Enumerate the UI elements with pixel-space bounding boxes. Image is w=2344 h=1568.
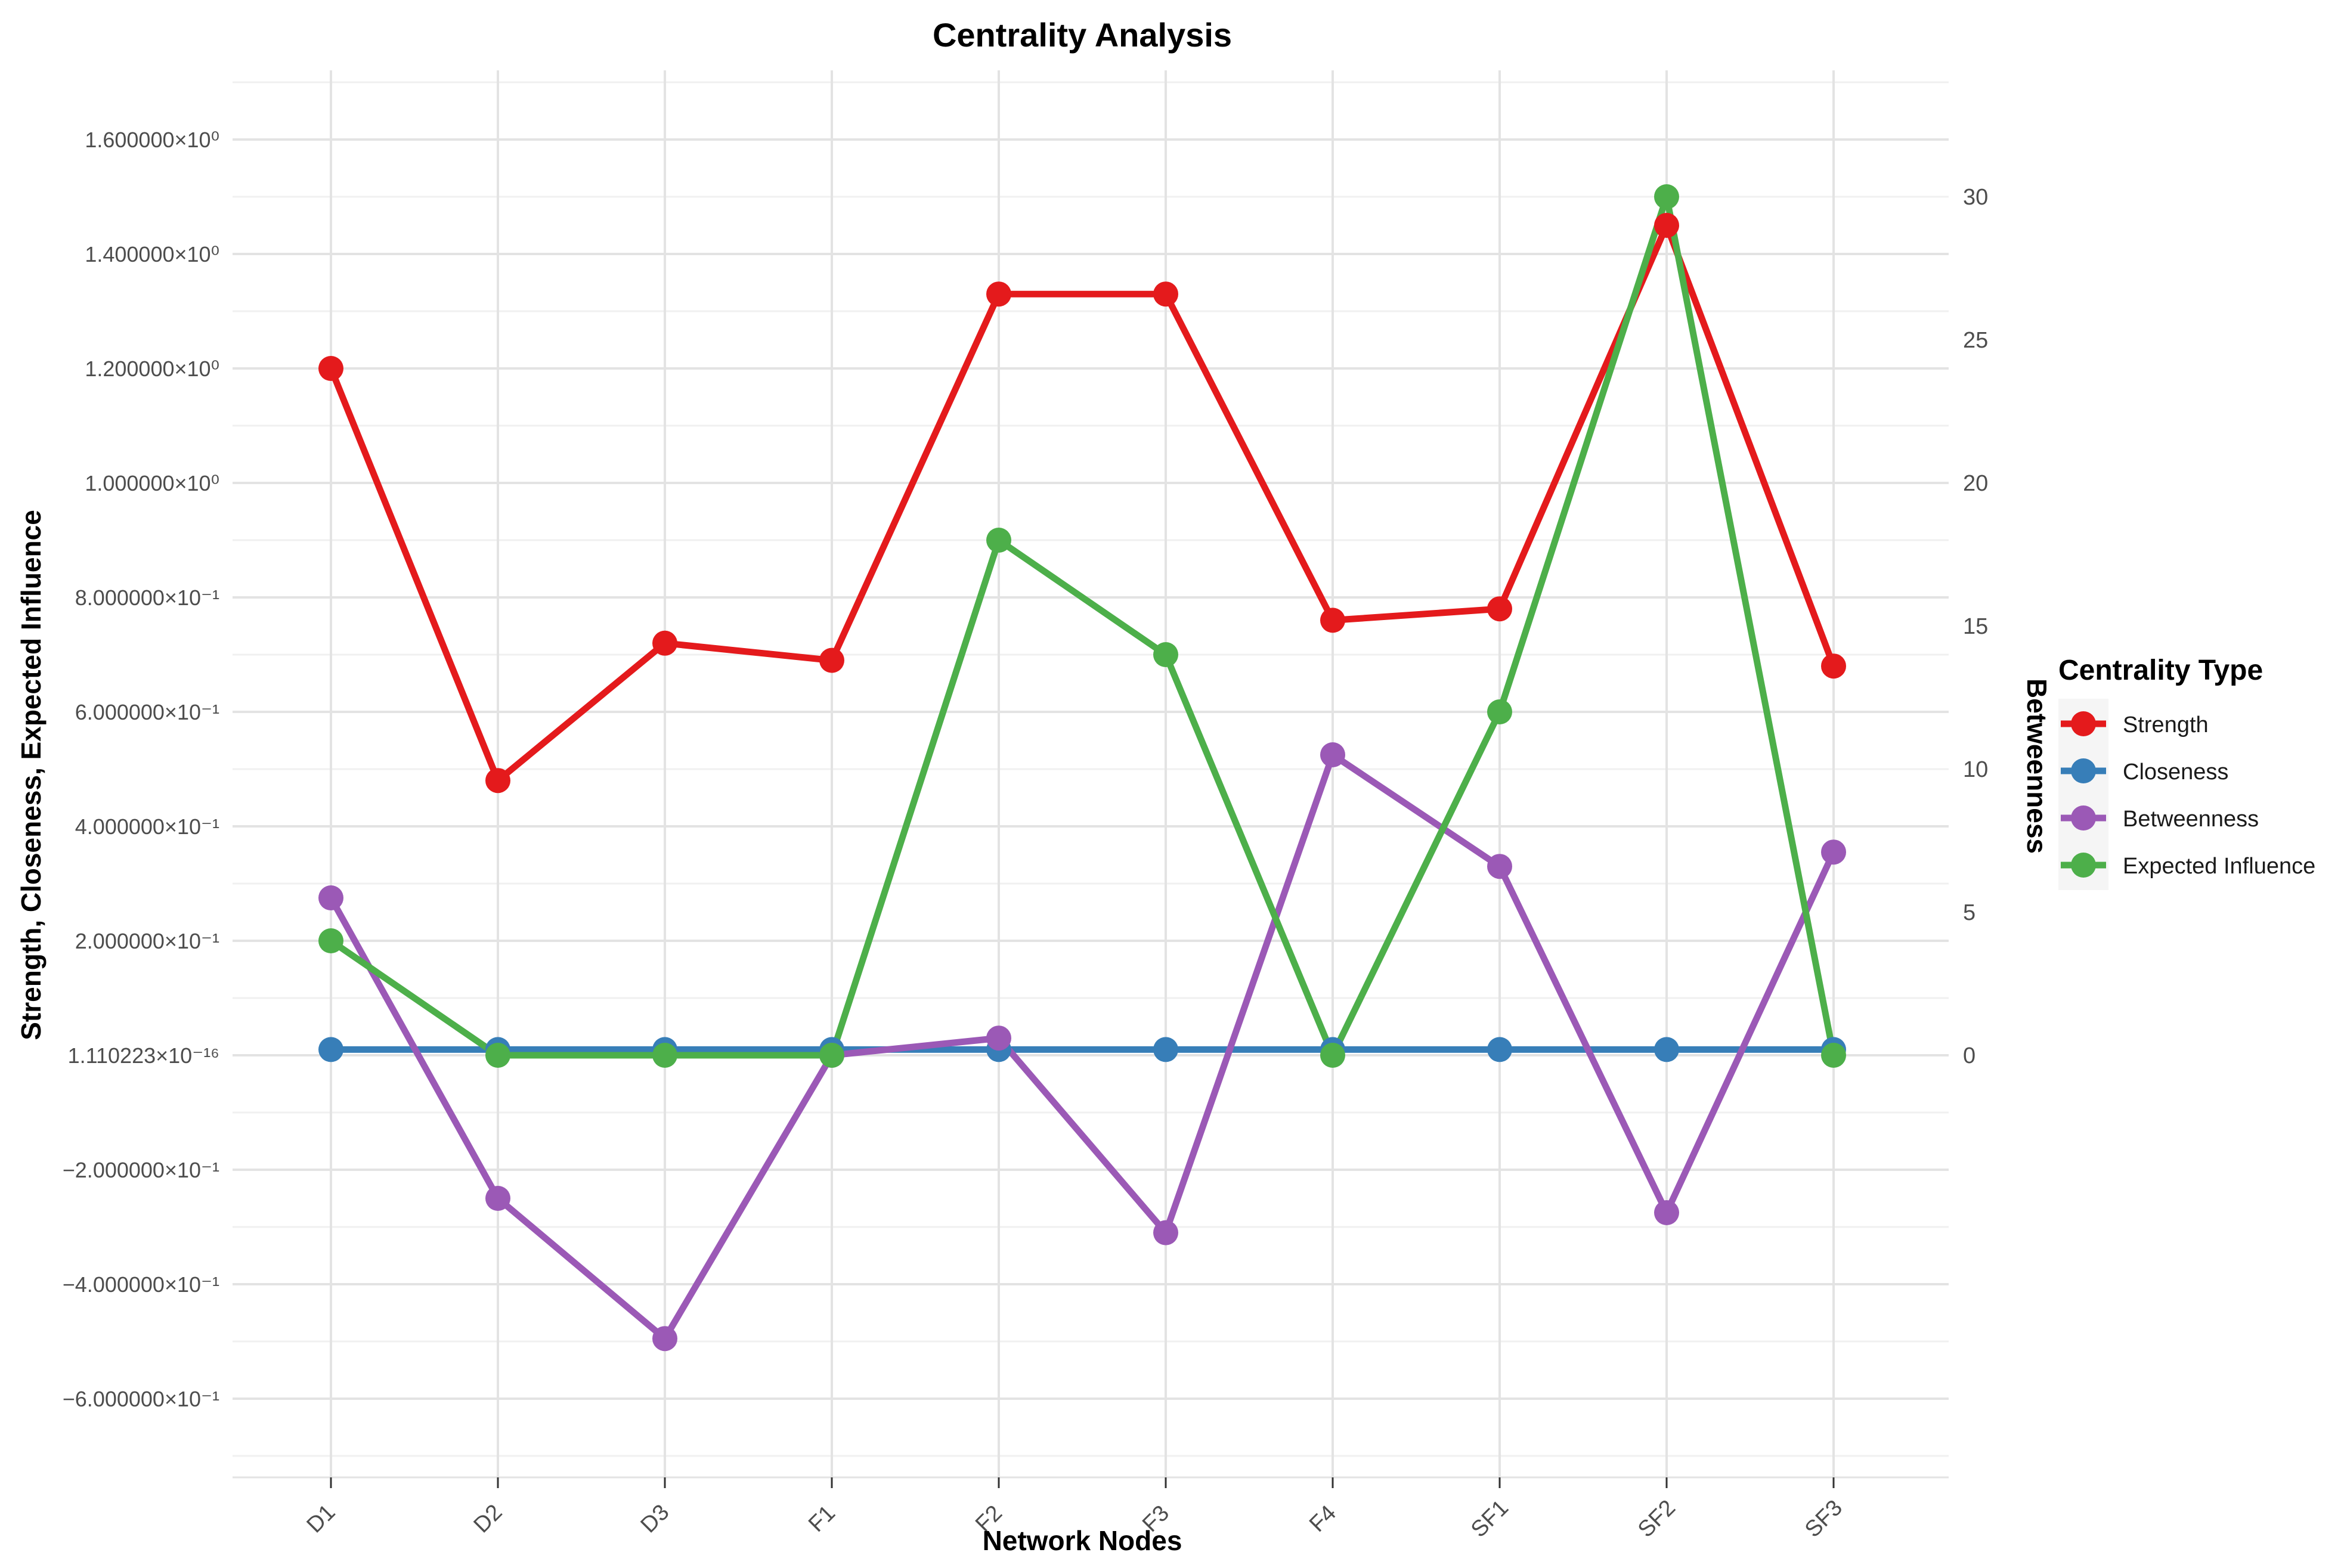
y-axis-right-tick-label: 15	[1963, 614, 1988, 639]
data-point-betweenness-sf1	[1487, 854, 1512, 879]
data-point-strength-f1	[819, 647, 844, 673]
y-axis-right-tick-label: 0	[1963, 1043, 1975, 1068]
data-point-strength-sf1	[1487, 596, 1512, 622]
data-point-betweenness-d3	[652, 1326, 677, 1352]
data-point-expected-influence-f2	[986, 528, 1011, 553]
y-axis-left-tick-label: 8.000000×10⁻¹	[75, 585, 219, 610]
y-axis-right-tick-label: 30	[1963, 185, 1988, 210]
x-axis-title: Network Nodes	[983, 1525, 1182, 1556]
data-point-betweenness-f4	[1320, 742, 1345, 767]
x-axis-tick-label-sf2: SF2	[1633, 1495, 1680, 1542]
legend-key-dot	[2071, 758, 2096, 783]
legend-item-label: Strength	[2123, 712, 2209, 737]
series-lines	[327, 193, 1837, 1342]
data-point-strength-sf2	[1654, 213, 1679, 238]
data-point-closeness-f3	[1153, 1037, 1178, 1062]
data-point-betweenness-f3	[1153, 1220, 1178, 1245]
legend: Strength Closeness Betweenness Expected Inf…	[2058, 699, 2315, 890]
series-points	[318, 184, 1846, 1352]
data-point-expected-influence-f4	[1320, 1043, 1345, 1068]
data-point-expected-influence-d1	[318, 928, 343, 953]
legend-title: Centrality Type	[2058, 655, 2263, 686]
data-point-betweenness-sf3	[1821, 839, 1846, 865]
data-point-strength-f2	[986, 281, 1011, 307]
data-point-betweenness-d1	[318, 885, 343, 910]
y-axis-left-tick-label: 1.600000×10⁰	[85, 128, 219, 152]
y-axis-left-tick-label: 1.400000×10⁰	[85, 242, 219, 267]
y-axis-right-tick-label: 25	[1963, 328, 1988, 353]
legend-item-label: Expected Influence	[2123, 854, 2315, 879]
legend-item-betweenness: Betweenness	[2058, 793, 2259, 843]
data-point-expected-influence-d2	[485, 1043, 510, 1068]
data-point-strength-f4	[1320, 608, 1345, 633]
gridlines	[233, 70, 1949, 1479]
y-axis-left-tick-label: 1.110223×10⁻¹⁶	[68, 1043, 219, 1068]
x-axis-tick-label-d2: D2	[469, 1499, 507, 1538]
data-point-betweenness-d2	[485, 1186, 510, 1211]
y-axis-left-tick-label: −2.000000×10⁻¹	[63, 1158, 219, 1182]
legend-item-expected-influence: Expected Influence	[2058, 840, 2315, 890]
y-axis-left-tick-label: −4.000000×10⁻¹	[63, 1272, 219, 1297]
data-point-expected-influence-f3	[1153, 642, 1178, 667]
y-axis-right-tick-label: 5	[1963, 900, 1975, 925]
data-point-strength-d1	[318, 356, 343, 381]
data-point-closeness-sf1	[1487, 1037, 1512, 1062]
data-point-betweenness-sf2	[1654, 1200, 1679, 1225]
data-point-strength-sf3	[1821, 653, 1846, 679]
chart-title: Centrality Analysis	[933, 16, 1232, 54]
data-point-strength-f3	[1153, 281, 1178, 307]
legend-item-closeness: Closeness	[2058, 746, 2228, 796]
series-line-expected-influence	[327, 193, 1837, 1059]
legend-key-dot	[2071, 853, 2096, 878]
x-axis-tick-label-d3: D3	[636, 1499, 674, 1538]
data-point-expected-influence-sf1	[1487, 699, 1512, 724]
y-axis-left-tick-label: 1.200000×10⁰	[85, 357, 219, 381]
data-point-expected-influence-sf3	[1821, 1043, 1846, 1068]
data-point-strength-d2	[485, 768, 510, 794]
y-axis-title-right: Betweenness	[2021, 678, 2052, 854]
x-axis-tick-label-f4: F4	[1305, 1501, 1341, 1537]
series-line-strength	[327, 222, 1837, 784]
legend-item-label: Closeness	[2123, 760, 2228, 785]
data-point-betweenness-f2	[986, 1025, 1011, 1051]
y-axis-left-tick-label: 1.000000×10⁰	[85, 471, 219, 495]
y-axis-left-tick-label: −6.000000×10⁻¹	[63, 1387, 219, 1411]
y-axis-title-left: Strength, Closeness, Expected Influence	[16, 510, 47, 1040]
data-point-strength-d3	[652, 630, 677, 656]
y-axis-left-tick-label: 6.000000×10⁻¹	[75, 700, 219, 724]
legend-key-dot	[2071, 805, 2096, 831]
data-point-expected-influence-sf2	[1654, 184, 1679, 209]
x-axis-tick-label-f1: F1	[804, 1501, 840, 1537]
series-line-betweenness	[327, 751, 1837, 1342]
x-axis-tick-label-sf3: SF3	[1800, 1495, 1847, 1542]
axes: 1.600000×10⁰ 1.400000×10⁰ 1.200000×10⁰ 1.00…	[63, 128, 1989, 1542]
x-axis-tick-label-d1: D1	[302, 1499, 340, 1538]
y-axis-right-tick-label: 20	[1963, 471, 1988, 496]
legend-item-strength: Strength	[2058, 699, 2209, 749]
x-axis-tick-label-sf1: SF1	[1466, 1495, 1513, 1542]
data-point-expected-influence-d3	[652, 1043, 677, 1068]
legend-key-dot	[2071, 711, 2096, 736]
data-point-expected-influence-f1	[819, 1043, 844, 1068]
y-axis-left-tick-label: 4.000000×10⁻¹	[75, 814, 219, 839]
legend-item-label: Betweenness	[2123, 807, 2259, 832]
data-point-closeness-d1	[318, 1037, 343, 1062]
y-axis-left-tick-label: 2.000000×10⁻¹	[75, 929, 219, 953]
data-point-closeness-sf2	[1654, 1037, 1679, 1062]
y-axis-right-tick-label: 10	[1963, 757, 1988, 782]
